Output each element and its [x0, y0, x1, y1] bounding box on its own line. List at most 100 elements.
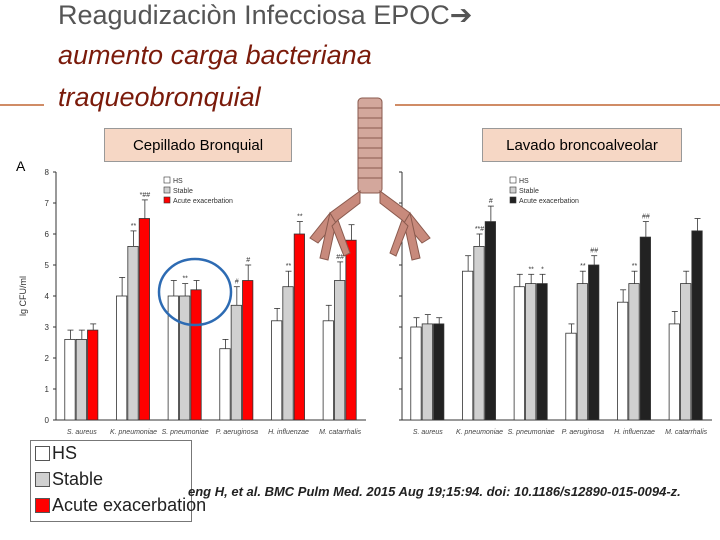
slide-title-line2: aumento carga bacteriana [58, 40, 372, 70]
bar [639, 236, 651, 421]
significance-label: ## [336, 254, 344, 261]
bar [433, 323, 445, 421]
bar [219, 348, 231, 421]
y-tick-label: 4 [45, 292, 50, 301]
tag-bronchial-brushing: Cepillado Bronquial [104, 128, 292, 162]
x-tick-label: P. aeruginosa [216, 429, 258, 436]
bar [87, 329, 99, 421]
significance-label: ** [131, 223, 137, 230]
bar [127, 246, 139, 421]
y-tick-label: 3 [45, 323, 50, 332]
significance-label: ** [632, 263, 638, 270]
significance-label: * [541, 266, 544, 273]
tag-bronchoalveolar-lavage: Lavado broncoalveolar [482, 128, 682, 162]
bar [513, 286, 525, 421]
significance-label: # [489, 198, 493, 205]
legend-label: HS [519, 178, 529, 185]
big-legend: HS Stable Acute exacerbation [30, 440, 206, 522]
significance-label: ## [590, 248, 598, 255]
bar [282, 286, 294, 421]
significance-label: # [246, 257, 250, 264]
legend-swatch-hs [35, 446, 50, 461]
bar-chart-left: 0 1 2 3 4 5 6 7 8 lg CFU/ml S. aureus ** *## K. pneum… [18, 168, 366, 436]
legend-label: Stable [519, 188, 539, 195]
significance-label: ## [642, 214, 650, 221]
legend-swatch [163, 176, 171, 184]
x-tick-label: S. aureus [67, 429, 97, 436]
x-tick-label: M. catarrhalis [665, 429, 708, 436]
bar [190, 289, 202, 421]
bar [138, 218, 150, 421]
x-tick-label: S. pneumoniae [162, 429, 209, 436]
bar [322, 320, 334, 421]
highlight-circle [157, 257, 233, 327]
bar [680, 283, 692, 421]
bar [576, 283, 588, 421]
bar [410, 326, 422, 421]
bar [345, 239, 357, 421]
x-tick-label: M. catarrhalis [319, 429, 362, 436]
x-tick-label: H. influenzae [268, 429, 309, 436]
bar [462, 270, 474, 421]
legend-swatch-stable [35, 472, 50, 487]
bar [179, 295, 191, 421]
x-tick-label: P. aeruginosa [562, 429, 604, 436]
legend-label: Stable [173, 188, 193, 195]
citation: eng H, et al. BMC Pulm Med. 2015 Aug 19;… [188, 484, 681, 499]
accent-rule-left [0, 104, 44, 106]
legend-swatch [509, 196, 517, 204]
y-tick-label: 1 [45, 385, 50, 394]
significance-label: ** [528, 266, 534, 273]
significance-label: *## [140, 192, 151, 199]
legend-swatch [163, 196, 171, 204]
significance-label: ** [580, 263, 586, 270]
bar [293, 233, 305, 421]
legend-label: Acute exacerbation [173, 198, 233, 205]
bar [525, 283, 537, 421]
y-tick-label: 8 [45, 168, 50, 177]
bar [230, 304, 242, 421]
bar-chart-right: S. aureus**##K. pneumoniae** *S. pneumoni… [399, 171, 712, 436]
bar [271, 320, 283, 421]
x-tick-label: S. aureus [413, 429, 443, 436]
y-axis-label: lg CFU/ml [18, 276, 28, 316]
x-tick-label: K. pneumoniae [110, 429, 157, 436]
significance-label: ** [182, 276, 188, 283]
legend-swatch [163, 186, 171, 194]
panel-label-a: A [16, 158, 26, 174]
bar [64, 338, 76, 421]
trachea-illustration [309, 97, 431, 261]
x-tick-label: K. pneumoniae [456, 429, 503, 436]
legend-swatch [509, 186, 517, 194]
legend-label-acute: Acute exacerbation [52, 495, 207, 515]
y-tick-label: 5 [45, 261, 50, 270]
y-tick-label: 6 [45, 230, 50, 239]
bar [75, 338, 87, 421]
bar [116, 295, 128, 421]
bar [167, 295, 179, 421]
arrow-icon: ➔ [449, 0, 473, 30]
bar [565, 332, 577, 421]
x-tick-label: S. pneumoniae [508, 429, 555, 436]
bar [334, 280, 346, 421]
bar [588, 264, 600, 421]
slide-title-line3: traqueobronquial [58, 82, 261, 112]
bar [421, 323, 433, 421]
y-tick-label: 7 [45, 199, 50, 208]
bar [617, 301, 629, 421]
bar [473, 246, 485, 421]
legend-swatch [509, 176, 517, 184]
title-text: Reagudizaciòn Infecciosa EPOC [58, 0, 450, 30]
bar [668, 323, 680, 421]
legend-item-hs: HS [35, 443, 77, 464]
legend-label-stable: Stable [52, 469, 104, 489]
legend-label: HS [173, 178, 183, 185]
bar [691, 230, 703, 421]
x-tick-label: H. influenzae [614, 429, 655, 436]
y-tick-label: 0 [45, 416, 50, 425]
legend-item-acute: Acute exacerbation [35, 495, 206, 516]
legend-swatch-acute [35, 498, 50, 513]
significance-label: **# [475, 226, 484, 233]
y-tick-label: 2 [45, 354, 50, 363]
accent-rule-right [395, 104, 720, 106]
